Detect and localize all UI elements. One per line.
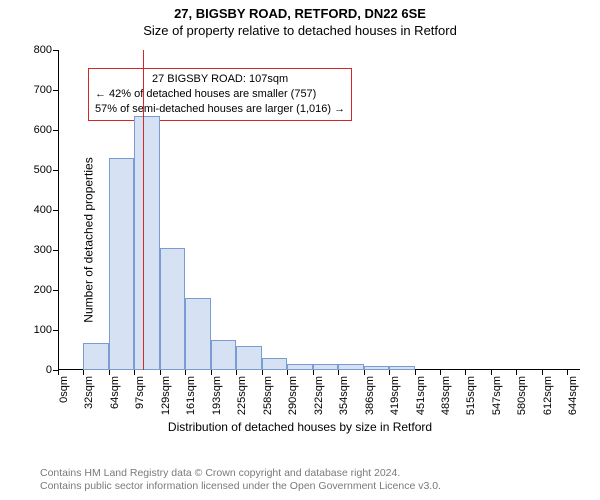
x-tick-label: 193sqm [211, 376, 223, 415]
x-tick-mark [364, 370, 365, 375]
x-tick-label: 354sqm [338, 376, 350, 415]
y-tick-mark [53, 50, 58, 51]
y-tick-mark [53, 250, 58, 251]
histogram-bar [83, 343, 108, 370]
y-tick-label: 200 [34, 284, 52, 296]
x-tick-mark [415, 370, 416, 375]
histogram-bar [134, 116, 159, 370]
footer-line-1: Contains HM Land Registry data © Crown c… [40, 467, 441, 481]
y-tick-mark [53, 330, 58, 331]
x-tick-label: 451sqm [415, 376, 427, 415]
y-tick-mark [53, 290, 58, 291]
x-tick-label: 258sqm [262, 376, 274, 415]
annotation-line-2: ← 42% of detached houses are smaller (75… [95, 87, 345, 102]
histogram-bar [160, 248, 185, 370]
x-tick-mark [465, 370, 466, 375]
histogram-bar [389, 366, 414, 370]
histogram-bar [287, 364, 312, 370]
x-tick-label: 225sqm [236, 376, 248, 415]
histogram-bar [185, 298, 210, 370]
x-tick-mark [160, 370, 161, 375]
x-tick-mark [262, 370, 263, 375]
x-tick-label: 419sqm [389, 376, 401, 415]
x-axis-label: Distribution of detached houses by size … [0, 420, 600, 434]
x-tick-mark [211, 370, 212, 375]
x-tick-label: 483sqm [440, 376, 452, 415]
x-tick-mark [58, 370, 59, 375]
x-tick-label: 64sqm [109, 376, 121, 409]
x-tick-mark [313, 370, 314, 375]
chart-container: Number of detached properties 27 BIGSBY … [0, 40, 600, 440]
histogram-bar [236, 346, 261, 370]
page-subtitle: Size of property relative to detached ho… [0, 23, 600, 38]
x-tick-mark [236, 370, 237, 375]
y-tick-label: 700 [34, 84, 52, 96]
histogram-bar [211, 340, 236, 370]
x-tick-label: 547sqm [491, 376, 503, 415]
x-tick-mark [389, 370, 390, 375]
y-axis-line [58, 50, 59, 370]
x-tick-label: 161sqm [185, 376, 197, 415]
x-tick-label: 32sqm [83, 376, 95, 409]
y-tick-mark [53, 170, 58, 171]
x-tick-label: 129sqm [160, 376, 172, 415]
y-tick-label: 300 [34, 244, 52, 256]
x-tick-label: 386sqm [364, 376, 376, 415]
x-tick-mark [83, 370, 84, 375]
x-tick-mark [491, 370, 492, 375]
page-title-address: 27, BIGSBY ROAD, RETFORD, DN22 6SE [0, 6, 600, 21]
x-tick-label: 0sqm [58, 376, 70, 403]
plot-area: 27 BIGSBY ROAD: 107sqm ← 42% of detached… [58, 50, 580, 370]
x-tick-label: 97sqm [134, 376, 146, 409]
x-tick-label: 515sqm [465, 376, 477, 415]
y-tick-label: 400 [34, 204, 52, 216]
x-tick-mark [440, 370, 441, 375]
annotation-line-3: 57% of semi-detached houses are larger (… [95, 102, 345, 117]
histogram-bar [262, 358, 287, 370]
y-tick-label: 500 [34, 164, 52, 176]
histogram-bar [338, 364, 363, 370]
x-tick-label: 644sqm [567, 376, 579, 415]
y-tick-mark [53, 130, 58, 131]
histogram-bar [364, 366, 389, 370]
y-tick-label: 0 [46, 364, 52, 376]
annotation-box: 27 BIGSBY ROAD: 107sqm ← 42% of detached… [88, 68, 352, 121]
reference-line [143, 50, 145, 370]
histogram-bar [109, 158, 134, 370]
annotation-line-1: 27 BIGSBY ROAD: 107sqm [95, 72, 345, 87]
histogram-bar [313, 364, 338, 370]
x-tick-label: 612sqm [542, 376, 554, 415]
y-tick-label: 600 [34, 124, 52, 136]
x-tick-mark [542, 370, 543, 375]
y-tick-mark [53, 90, 58, 91]
x-tick-mark [516, 370, 517, 375]
x-tick-mark [287, 370, 288, 375]
license-footer: Contains HM Land Registry data © Crown c… [40, 467, 441, 494]
x-tick-label: 580sqm [516, 376, 528, 415]
x-tick-mark [567, 370, 568, 375]
x-tick-mark [185, 370, 186, 375]
x-tick-mark [134, 370, 135, 375]
x-tick-mark [109, 370, 110, 375]
y-tick-label: 800 [34, 44, 52, 56]
x-tick-label: 322sqm [313, 376, 325, 415]
x-tick-mark [338, 370, 339, 375]
y-tick-label: 100 [34, 324, 52, 336]
y-tick-mark [53, 210, 58, 211]
x-tick-label: 290sqm [287, 376, 299, 415]
footer-line-2: Contains public sector information licen… [40, 480, 441, 494]
